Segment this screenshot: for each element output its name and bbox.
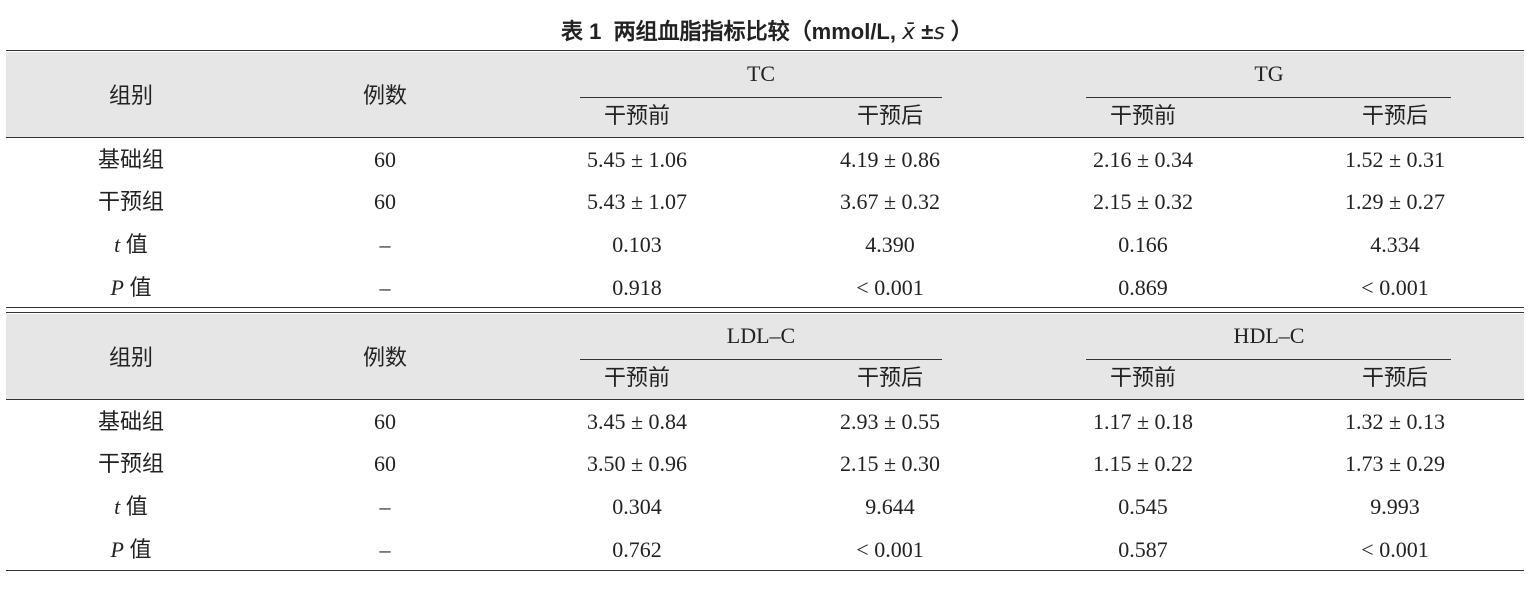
- value-cell: 0.918: [612, 275, 662, 300]
- value-cell: < 0.001: [1361, 537, 1429, 562]
- row-label-text: 值: [125, 232, 148, 257]
- value-cell: 0.545: [1118, 494, 1168, 519]
- measure-header: TG: [1254, 61, 1284, 86]
- value-cell: < 0.001: [1361, 275, 1429, 300]
- row-label-text: 值: [125, 494, 148, 519]
- value-cell: < 0.001: [856, 275, 924, 300]
- measure-rule: [1086, 359, 1451, 360]
- measure-rule: [1086, 97, 1451, 98]
- row-symbol: P: [110, 275, 124, 300]
- value-cell: 4.390: [865, 232, 915, 257]
- table-rule: [6, 137, 1524, 138]
- table-title: 表 1 两组血脂指标比较（mmol/L, x̄ ±s ）: [561, 14, 973, 46]
- sub-header: 干预后: [1361, 365, 1429, 390]
- table-rule: [6, 312, 1524, 313]
- sub-header: 干预前: [603, 103, 671, 128]
- title-mean: x̄: [902, 20, 916, 45]
- count-cell: 60: [374, 409, 396, 434]
- title-label: 表 1: [561, 19, 602, 44]
- sub-header: 干预前: [603, 365, 671, 390]
- value-cell: 4.19 ± 0.86: [839, 147, 941, 172]
- count-cell: –: [379, 275, 391, 300]
- table-rule: [6, 570, 1524, 571]
- value-cell: 0.762: [612, 537, 662, 562]
- count-cell: 60: [374, 147, 396, 172]
- row-label-text: 干预组: [97, 451, 165, 476]
- measure-header: LDL–C: [726, 323, 796, 348]
- value-cell: 3.67 ± 0.32: [839, 189, 941, 214]
- title-close: ）: [950, 19, 973, 44]
- value-cell: 0.103: [612, 232, 662, 257]
- value-cell: 9.993: [1370, 494, 1420, 519]
- row-label: P 值: [111, 539, 152, 561]
- header-group: 组别: [108, 83, 154, 108]
- row-label: 干预组: [98, 453, 164, 475]
- row-label: 干预组: [98, 191, 164, 213]
- value-cell: 2.16 ± 0.34: [1092, 147, 1194, 172]
- measure-header: HDL–C: [1233, 323, 1305, 348]
- sub-header: 干预后: [856, 103, 924, 128]
- header-background: [6, 52, 1524, 138]
- value-cell: 1.15 ± 0.22: [1092, 451, 1194, 476]
- table-rule: [6, 307, 1524, 308]
- measure-rule: [580, 97, 942, 98]
- value-cell: 2.15 ± 0.30: [839, 451, 941, 476]
- count-cell: 60: [374, 189, 396, 214]
- title-pm: ±: [921, 19, 934, 44]
- value-cell: 2.93 ± 0.55: [839, 409, 941, 434]
- value-cell: 1.52 ± 0.31: [1344, 147, 1446, 172]
- row-label: P 值: [111, 277, 152, 299]
- row-label-text: 基础组: [97, 147, 165, 172]
- row-label: 基础组: [98, 411, 164, 433]
- row-symbol: P: [110, 537, 124, 562]
- value-cell: 0.869: [1118, 275, 1168, 300]
- value-cell: 0.304: [612, 494, 662, 519]
- header-count: 例数: [362, 83, 408, 108]
- value-cell: 0.166: [1118, 232, 1168, 257]
- header-group: 组别: [108, 345, 154, 370]
- sub-header: 干预后: [1361, 103, 1429, 128]
- value-cell: 2.15 ± 0.32: [1092, 189, 1194, 214]
- sub-header: 干预前: [1109, 103, 1177, 128]
- count-cell: –: [379, 537, 391, 562]
- value-cell: 3.50 ± 0.96: [586, 451, 688, 476]
- value-cell: 4.334: [1370, 232, 1420, 257]
- value-cell: 5.45 ± 1.06: [586, 147, 688, 172]
- value-cell: 5.43 ± 1.07: [586, 189, 688, 214]
- table-rule: [6, 50, 1524, 51]
- value-cell: 1.32 ± 0.13: [1344, 409, 1446, 434]
- row-label: t 值: [114, 496, 148, 518]
- row-symbol: t: [114, 494, 121, 519]
- header-background: [6, 314, 1524, 400]
- value-cell: 9.644: [865, 494, 915, 519]
- sub-header: 干预后: [856, 365, 924, 390]
- value-cell: 1.73 ± 0.29: [1344, 451, 1446, 476]
- row-label: t 值: [114, 234, 148, 256]
- value-cell: < 0.001: [856, 537, 924, 562]
- value-cell: 0.587: [1118, 537, 1168, 562]
- title-sd: s: [933, 20, 945, 45]
- title-text: 两组血脂指标比较（mmol/L,: [613, 19, 903, 44]
- count-cell: 60: [374, 451, 396, 476]
- count-cell: –: [379, 494, 391, 519]
- row-symbol: t: [114, 232, 121, 257]
- measure-header: TC: [746, 61, 776, 86]
- row-label-text: 干预组: [97, 189, 165, 214]
- value-cell: 1.29 ± 0.27: [1344, 189, 1446, 214]
- header-count: 例数: [362, 345, 408, 370]
- count-cell: –: [379, 232, 391, 257]
- table-rule: [6, 399, 1524, 400]
- row-label: 基础组: [98, 149, 164, 171]
- row-label-text: 值: [129, 537, 152, 562]
- row-label-text: 值: [129, 275, 152, 300]
- sub-header: 干预前: [1109, 365, 1177, 390]
- value-cell: 1.17 ± 0.18: [1092, 409, 1194, 434]
- row-label-text: 基础组: [97, 409, 165, 434]
- measure-rule: [580, 359, 942, 360]
- value-cell: 3.45 ± 0.84: [586, 409, 688, 434]
